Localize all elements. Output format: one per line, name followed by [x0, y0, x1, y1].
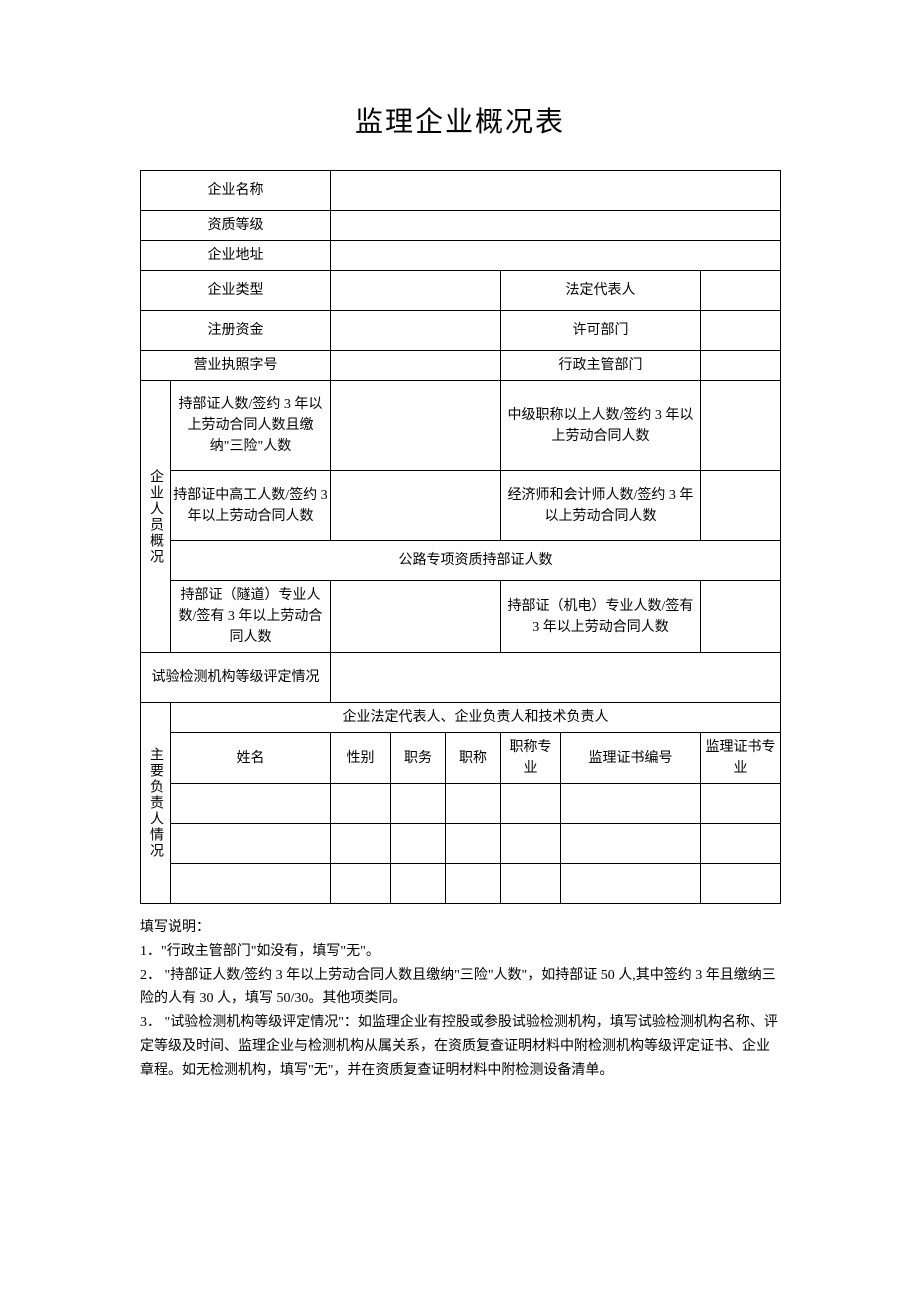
value-tunnel-cert [331, 581, 501, 653]
table-row [561, 824, 701, 864]
label-cert-holders: 持部证人数/签约 3 年以上劳动合同人数且缴纳"三险"人数 [171, 381, 331, 471]
label-license-dept: 许可部门 [501, 311, 701, 351]
col-name: 姓名 [171, 733, 331, 784]
col-position: 职务 [391, 733, 446, 784]
label-highway-cert: 公路专项资质持部证人数 [171, 541, 781, 581]
value-registered-capital [331, 311, 501, 351]
table-row [501, 824, 561, 864]
value-company-address [331, 241, 781, 271]
label-company-address: 企业地址 [141, 241, 331, 271]
value-test-org [331, 653, 781, 703]
table-row [501, 864, 561, 904]
note-2: 2． "持部证人数/签约 3 年以上劳动合同人数且缴纳"三险"人数"，如持部证 … [140, 964, 780, 1012]
label-qualification-level: 资质等级 [141, 211, 331, 241]
table-row [171, 864, 331, 904]
label-mid-title: 中级职称以上人数/签约 3 年以上劳动合同人数 [501, 381, 701, 471]
label-economist: 经济师和会计师人数/签约 3 年以上劳动合同人数 [501, 471, 701, 541]
table-row [391, 864, 446, 904]
value-economist [701, 471, 781, 541]
label-registered-capital: 注册资金 [141, 311, 331, 351]
label-legal-rep: 法定代表人 [501, 271, 701, 311]
label-company-type: 企业类型 [141, 271, 331, 311]
table-row [701, 864, 781, 904]
table-row [171, 784, 331, 824]
label-mechatronic-cert: 持部证（机电）专业人数/签有 3 年以上劳动合同人数 [501, 581, 701, 653]
col-title-major: 职称专业 [501, 733, 561, 784]
col-cert-no: 监理证书编号 [561, 733, 701, 784]
table-row [391, 784, 446, 824]
table-row [561, 784, 701, 824]
col-gender: 性别 [331, 733, 391, 784]
note-3: 3． "试验检测机构等级评定情况"：如监理企业有控股或参股试验检测机构，填写试验… [140, 1011, 780, 1082]
overview-table: 企业名称 资质等级 企业地址 企业类型 法定代表人 注册资金 许可部门 营业执照… [140, 170, 781, 904]
value-mid-title [701, 381, 781, 471]
table-row [701, 824, 781, 864]
table-row [171, 824, 331, 864]
table-row [331, 864, 391, 904]
notes-heading: 填写说明： [140, 916, 780, 940]
value-admin-dept [701, 351, 781, 381]
label-company-name: 企业名称 [141, 171, 331, 211]
value-company-type [331, 271, 501, 311]
table-row [501, 784, 561, 824]
label-admin-dept: 行政主管部门 [501, 351, 701, 381]
table-row [561, 864, 701, 904]
label-senior-cert: 持部证中高工人数/签约 3 年以上劳动合同人数 [171, 471, 331, 541]
note-1: 1．"行政主管部门"如没有，填写"无"。 [140, 940, 780, 964]
table-row [446, 824, 501, 864]
value-company-name [331, 171, 781, 211]
label-persons-header: 企业法定代表人、企业负责人和技术负责人 [171, 703, 781, 733]
page-title: 监理企业概况表 [140, 100, 780, 140]
label-business-license-no: 营业执照字号 [141, 351, 331, 381]
value-legal-rep [701, 271, 781, 311]
col-title-rank: 职称 [446, 733, 501, 784]
value-senior-cert [331, 471, 501, 541]
col-cert-major: 监理证书专业 [701, 733, 781, 784]
table-row [331, 824, 391, 864]
value-business-license-no [331, 351, 501, 381]
label-main-persons: 主要负责人情况 [141, 703, 171, 904]
table-row [331, 784, 391, 824]
notes-section: 填写说明： 1．"行政主管部门"如没有，填写"无"。 2． "持部证人数/签约 … [140, 916, 780, 1083]
table-row [446, 864, 501, 904]
value-cert-holders [331, 381, 501, 471]
value-license-dept [701, 311, 781, 351]
label-staff-overview: 企业人员概况 [141, 381, 171, 653]
value-qualification-level [331, 211, 781, 241]
label-tunnel-cert: 持部证（隧道）专业人数/签有 3 年以上劳动合同人数 [171, 581, 331, 653]
table-row [701, 784, 781, 824]
value-mechatronic-cert [701, 581, 781, 653]
label-test-org: 试验检测机构等级评定情况 [141, 653, 331, 703]
table-row [446, 784, 501, 824]
table-row [391, 824, 446, 864]
